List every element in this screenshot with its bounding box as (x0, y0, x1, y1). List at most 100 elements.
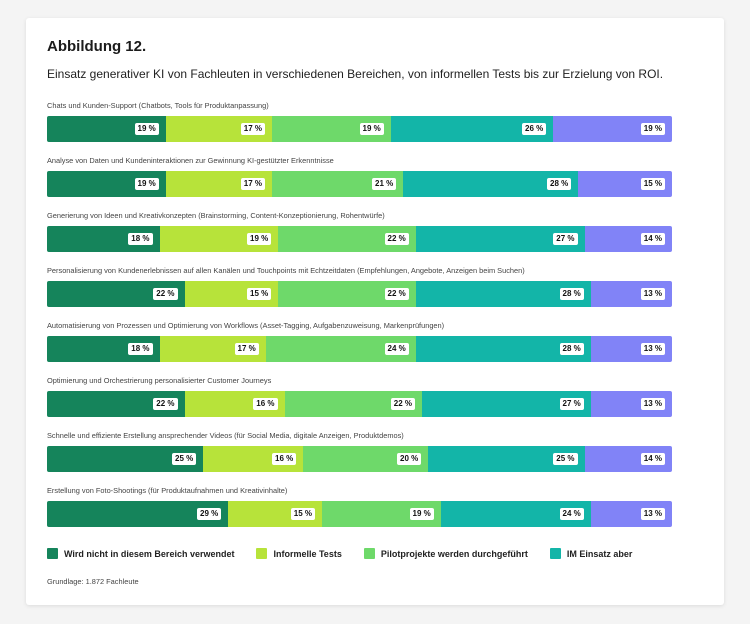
bar-segment: 17 % (165, 116, 272, 142)
figure-subtitle: Einsatz generativer KI von Fachleuten in… (47, 67, 664, 81)
legend-label: Informelle Tests (273, 548, 342, 559)
legend-swatch (256, 548, 268, 559)
category-label: Analyse von Daten und Kundeninteraktione… (47, 156, 334, 165)
data-label: 19 % (134, 178, 159, 190)
stacked-bar: 25 % 16 % 20 % 25 % 14 % (47, 446, 672, 472)
data-label: 28 % (547, 178, 572, 190)
data-label: 19 % (359, 123, 384, 135)
data-label: 27 % (553, 233, 578, 245)
stacked-bar: 22 % 16 % 22 % 27 % 13 % (47, 391, 672, 417)
data-label: 20 % (397, 453, 422, 465)
bar-segment: 19 % (159, 226, 279, 252)
data-label: 26 % (522, 123, 547, 135)
stacked-bar: 22 % 15 % 22 % 28 % 13 % (47, 281, 672, 307)
legend-label: Wird nicht in diesem Bereich verwendet (64, 548, 235, 559)
stacked-bar: 18 % 19 % 22 % 27 % 14 % (47, 226, 672, 252)
bar-segment: 18 % (47, 226, 160, 252)
bar-segment: 22 % (47, 391, 185, 417)
legend-swatch (363, 548, 375, 559)
data-label: 22 % (390, 398, 415, 410)
category-label: Personalisierung von Kundenerlebnissen a… (47, 266, 525, 275)
stacked-bar: 19 % 17 % 21 % 28 % 15 % (47, 171, 672, 197)
data-label: 27 % (559, 398, 584, 410)
data-label: 17 % (240, 178, 265, 190)
bar-segment: 13 % (590, 391, 672, 417)
bar-segment: 25 % (428, 446, 585, 472)
data-label: 15 % (290, 508, 315, 520)
bar-segment: 19 % (272, 116, 391, 142)
data-label: 22 % (153, 398, 178, 410)
data-label: 15 % (247, 288, 272, 300)
data-label: 13 % (640, 508, 665, 520)
data-label: 19 % (247, 233, 272, 245)
category-label: Optimierung und Orchestrierung personali… (47, 376, 272, 385)
data-label: 17 % (234, 343, 259, 355)
data-label: 13 % (640, 288, 665, 300)
category-label: Generierung von Ideen und Kreativkonzept… (47, 211, 385, 220)
bar-segment: 19 % (322, 501, 441, 527)
bar-segment: 22 % (284, 391, 422, 417)
legend-item: Informelle Tests (256, 548, 342, 559)
data-label: 22 % (384, 288, 409, 300)
data-label: 18 % (128, 233, 153, 245)
data-label: 19 % (134, 123, 159, 135)
bar-segment: 28 % (403, 171, 579, 197)
data-label: 24 % (559, 508, 584, 520)
bar-segment: 25 % (47, 446, 204, 472)
data-label: 15 % (640, 178, 665, 190)
bar-segment: 15 % (578, 171, 672, 197)
data-label: 28 % (559, 343, 584, 355)
stacked-bar: 19 % 17 % 19 % 26 % 19 % (47, 116, 672, 142)
data-label: 19 % (640, 123, 665, 135)
bar-segment: 13 % (590, 501, 672, 527)
footnote: Grundlage: 1.872 Fachleute (47, 577, 139, 586)
bar-segment: 18 % (47, 336, 160, 362)
bar-segment: 28 % (415, 336, 591, 362)
bar-segment: 19 % (553, 116, 672, 142)
legend-item: Pilotprojekte werden durchgeführt (363, 548, 528, 559)
legend-label: IM Einsatz aber (566, 548, 633, 559)
stacked-bar: 18 % 17 % 24 % 28 % 13 % (47, 336, 672, 362)
bar-segment: 13 % (590, 281, 672, 307)
legend-item: Wird nicht in diesem Bereich verwendet (47, 548, 234, 559)
data-label: 25 % (553, 453, 578, 465)
bar-segment: 22 % (278, 226, 416, 252)
data-label: 28 % (559, 288, 584, 300)
bar-segment: 17 % (159, 336, 266, 362)
data-label: 16 % (253, 398, 278, 410)
category-label: Automatisierung von Prozessen und Optimi… (47, 321, 445, 330)
data-label: 29 % (197, 508, 222, 520)
bar-segment: 16 % (184, 391, 285, 417)
category-label: Schnelle und effiziente Erstellung anspr… (47, 431, 404, 440)
figure-title: Abbildung 12. (47, 38, 147, 55)
bar-segment: 13 % (590, 336, 672, 362)
bar-segment: 15 % (184, 281, 279, 307)
data-label: 21 % (372, 178, 397, 190)
data-label: 14 % (640, 453, 665, 465)
category-label: Chats und Kunden-Support (Chatbots, Tool… (47, 101, 269, 110)
data-label: 22 % (384, 233, 409, 245)
bar-segment: 17 % (165, 171, 272, 197)
bar-segment: 19 % (47, 171, 166, 197)
data-label: 18 % (128, 343, 153, 355)
legend-item: IM Einsatz aber (549, 548, 633, 559)
bar-segment: 16 % (203, 446, 304, 472)
data-label: 24 % (384, 343, 409, 355)
bar-segment: 19 % (47, 116, 166, 142)
bar-segment: 27 % (415, 226, 585, 252)
data-label: 14 % (640, 233, 665, 245)
bar-segment: 24 % (440, 501, 591, 527)
bar-segment: 24 % (265, 336, 416, 362)
bar-segment: 21 % (272, 171, 404, 197)
stacked-bar: 29 % 15 % 19 % 24 % 13 % (47, 501, 672, 527)
bar-segment: 22 % (47, 281, 185, 307)
bar-segment: 27 % (422, 391, 591, 417)
category-label: Erstellung von Foto-Shootings (für Produ… (47, 486, 288, 495)
bar-segment: 26 % (390, 116, 554, 142)
bar-segment: 14 % (584, 226, 672, 252)
bar-segment: 22 % (278, 281, 416, 307)
bar-segment: 28 % (415, 281, 591, 307)
data-label: 13 % (640, 343, 665, 355)
legend-label: Pilotprojekte werden durchgeführt (380, 548, 528, 559)
